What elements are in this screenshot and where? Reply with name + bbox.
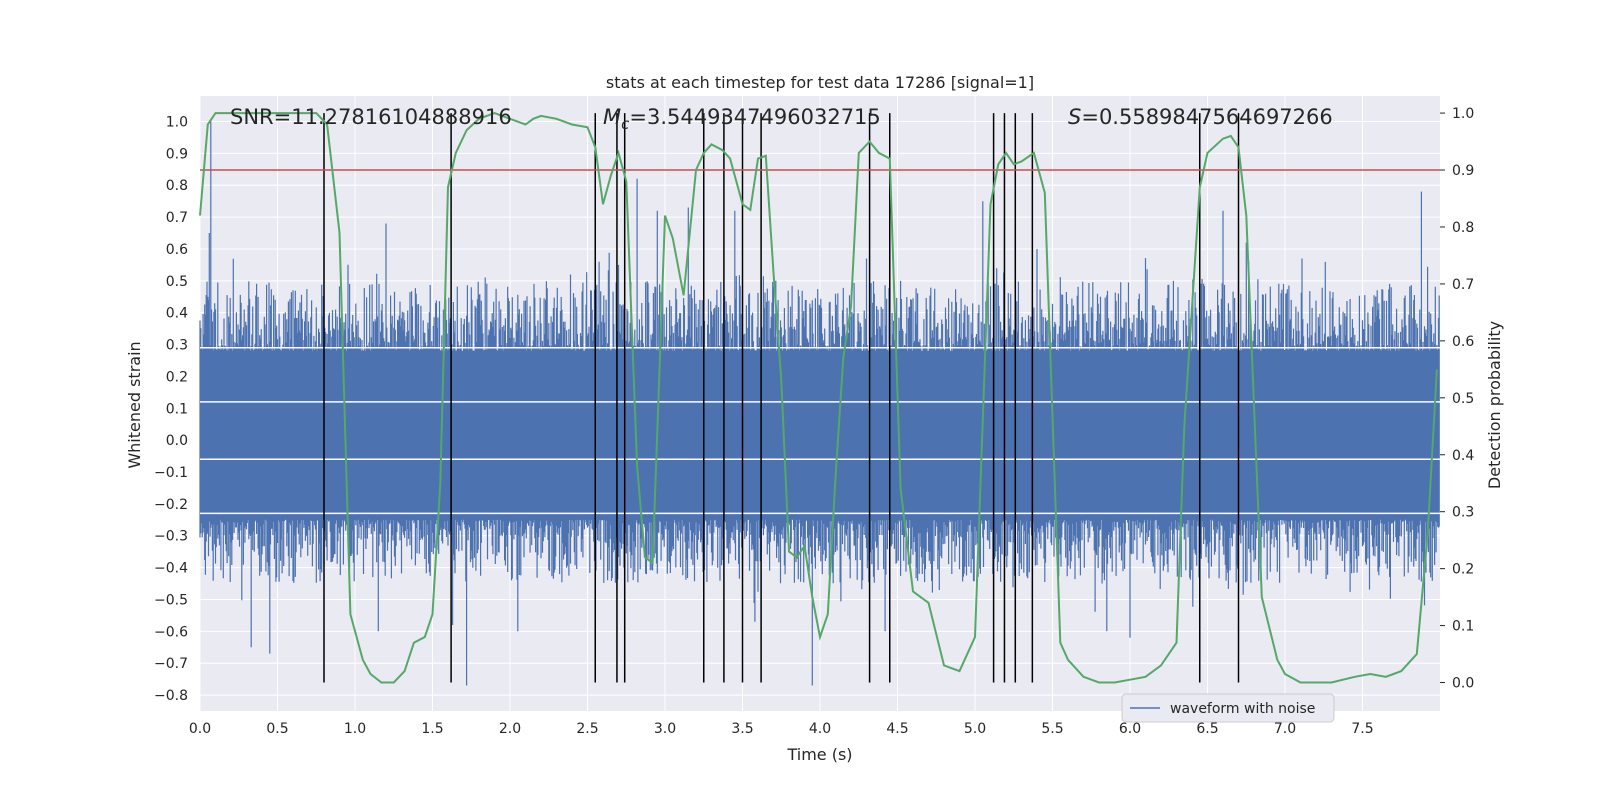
y2-tick-label: 0.9 xyxy=(1452,163,1474,179)
y-tick-labels: −0.8 −0.7 −0.6 −0.5 −0.4 −0.3 −0.2 −0.1 0.0 0.1 0.… xyxy=(154,114,188,704)
x-tick-label: 5.0 xyxy=(964,721,986,737)
x-axis-label: Time (s) xyxy=(786,745,852,764)
waveform-with-noise-line xyxy=(199,121,1440,686)
y2-tick-label: 0.7 xyxy=(1452,277,1474,293)
y-tick-label: −0.7 xyxy=(154,656,188,672)
white-reference-lines xyxy=(200,346,1440,515)
y-tick-label: −0.4 xyxy=(154,561,188,577)
y-tick-label: 0.9 xyxy=(166,146,188,162)
y-tick-label: 0.0 xyxy=(166,433,188,449)
legend: waveform with noise xyxy=(1121,693,1335,723)
y-tick-label: −0.3 xyxy=(154,529,188,545)
snr-annotation: SNR=11.27816104888916 xyxy=(230,105,512,129)
y-tick-label: 0.3 xyxy=(166,338,188,354)
y2-axis-label: Detection probability xyxy=(1485,321,1504,489)
legend-box xyxy=(1121,693,1335,723)
y-tick-label: 0.5 xyxy=(166,274,188,290)
y-tick-label: 0.2 xyxy=(166,369,188,385)
y2-tick-labels: 0.0 0.1 0.2 0.3 0.4 0.5 0.6 0.7 0.8 0.9 1.0 xyxy=(1440,106,1474,692)
y2-tick-label: 0.4 xyxy=(1452,448,1474,464)
chirp-mass-subscript: c xyxy=(621,115,630,133)
chirp-mass-annotation: Mc=3.5449347496032715 xyxy=(603,105,881,133)
y-tick-label: 0.4 xyxy=(166,306,188,322)
event-lines xyxy=(323,113,1240,683)
x-tick-label: 7.0 xyxy=(1274,721,1296,737)
y-tick-label: 0.1 xyxy=(166,401,188,417)
y2-tick-label: 0.5 xyxy=(1452,391,1474,407)
x-tick-label: 7.5 xyxy=(1351,721,1373,737)
s-value: =0.5589847564697266 xyxy=(1081,105,1332,129)
y-tick-label: 1.0 xyxy=(166,114,188,130)
x-tick-label: 5.5 xyxy=(1041,721,1063,737)
legend-label: waveform with noise xyxy=(1170,701,1315,717)
x-tick-label: 0.5 xyxy=(266,721,288,737)
y2-tick-label: 0.6 xyxy=(1452,334,1474,350)
x-tick-label: 4.5 xyxy=(886,721,908,737)
s-annotation: S=0.5589847564697266 xyxy=(1068,105,1333,129)
y2-tick-label: 0.8 xyxy=(1452,220,1474,236)
y-tick-label: −0.2 xyxy=(154,497,188,513)
y2-tick-label: 0.0 xyxy=(1452,676,1474,692)
x-tick-label: 4.0 xyxy=(809,721,831,737)
x-tick-label: 1.5 xyxy=(421,721,443,737)
y-tick-label: 0.7 xyxy=(166,210,188,226)
y2-tick-label: 0.3 xyxy=(1452,505,1474,521)
x-tick-label: 2.0 xyxy=(499,721,521,737)
y-axis-label: Whitened strain xyxy=(125,341,144,468)
s-symbol: S xyxy=(1068,105,1081,129)
x-tick-label: 6.0 xyxy=(1119,721,1141,737)
chart-title: stats at each timestep for test data 172… xyxy=(606,73,1034,92)
y-tick-label: −0.5 xyxy=(154,592,188,608)
chirp-mass-value: =3.5449347496032715 xyxy=(629,105,880,129)
y-tick-label: −0.6 xyxy=(154,624,188,640)
y2-tick-label: 0.2 xyxy=(1452,562,1474,578)
x-tick-label: 6.5 xyxy=(1196,721,1218,737)
x-tick-label: 0.0 xyxy=(189,721,211,737)
y-tick-label: −0.8 xyxy=(154,688,188,704)
x-tick-label: 3.0 xyxy=(654,721,676,737)
waveform-with-noise-series xyxy=(199,121,1440,686)
x-tick-label: 3.5 xyxy=(731,721,753,737)
detection-probability-line xyxy=(199,112,1438,684)
y-tick-label: −0.1 xyxy=(154,465,188,481)
x-tick-labels: 0.0 0.5 1.0 1.5 2.0 2.5 3.0 3.5 4.0 4.5 5.0 5.5 6.0 6… xyxy=(189,721,1374,737)
x-tick-label: 2.5 xyxy=(576,721,598,737)
y2-tick-label: 0.1 xyxy=(1452,619,1474,635)
y2-tick-label: 1.0 xyxy=(1452,106,1474,122)
chirp-mass-symbol: M xyxy=(603,105,621,129)
y-tick-label: 0.6 xyxy=(166,242,188,258)
y-tick-label: 0.8 xyxy=(166,178,188,194)
detection-probability-series xyxy=(199,112,1438,684)
x-tick-label: 1.0 xyxy=(344,721,366,737)
